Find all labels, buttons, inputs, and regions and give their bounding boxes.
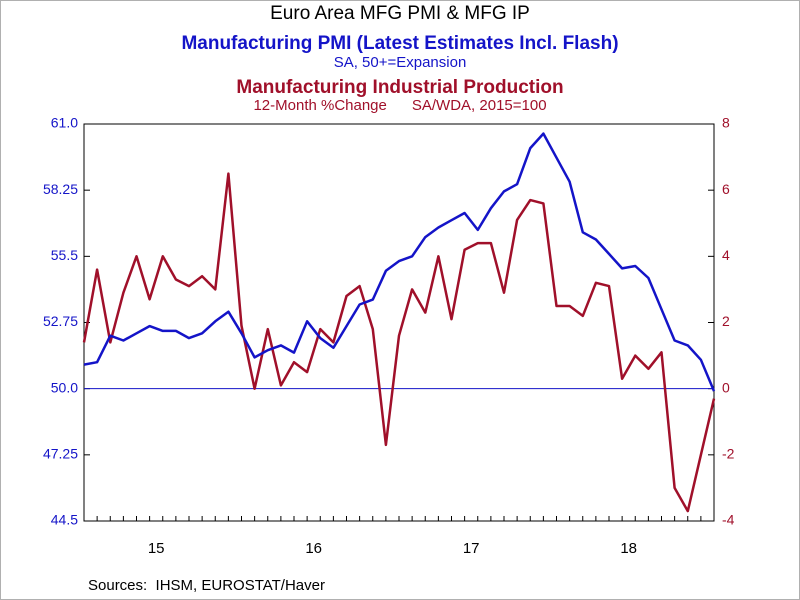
y2-tick-label: 2	[722, 313, 730, 329]
x-tick-label: 16	[305, 540, 322, 557]
y-tick-label: 58.25	[43, 181, 78, 197]
x-tick-label: 17	[463, 540, 480, 557]
y-tick-label: 47.25	[43, 446, 78, 462]
y-tick-label: 61.0	[51, 115, 78, 131]
y2-tick-label: -2	[722, 446, 735, 462]
y2-tick-label: 4	[722, 247, 730, 263]
series-line	[83, 132, 716, 392]
chart-subtitle: Manufacturing Industrial Production	[236, 77, 563, 98]
series-line	[82, 172, 716, 513]
y-tick-label: 50.0	[51, 379, 78, 395]
y2-tick-label: 6	[722, 181, 730, 197]
y2-tick-label: 8	[722, 115, 730, 131]
y2-tick-label: 0	[722, 379, 730, 395]
x-tick-label: 18	[620, 540, 637, 557]
chart-subtitle: SA, 50+=Expansion	[334, 54, 467, 71]
source-note: Sources: IHSM, EUROSTAT/Haver	[88, 577, 325, 594]
chart-subtitle: Manufacturing PMI (Latest Estimates Incl…	[181, 33, 618, 54]
chart-subtitle: 12-Month %Change SA/WDA, 2015=100	[253, 97, 546, 114]
x-tick-label: 15	[148, 540, 165, 557]
y-tick-label: 52.75	[43, 313, 78, 329]
y2-tick-label: -4	[722, 512, 735, 528]
y-tick-label: 44.5	[51, 512, 78, 528]
chart-title: Euro Area MFG PMI & MFG IP	[270, 3, 530, 24]
y-tick-label: 55.5	[51, 247, 78, 263]
